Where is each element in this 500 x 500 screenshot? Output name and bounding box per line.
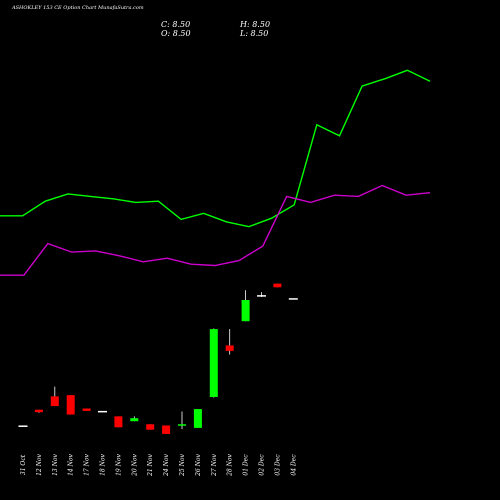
candle-body: [66, 395, 75, 415]
x-tick-label: 20 Nov: [131, 453, 138, 476]
candle-body: [162, 425, 171, 434]
candle: [209, 328, 218, 398]
candle: [130, 416, 139, 422]
x-tick-label: 25 Nov: [179, 453, 186, 476]
candle-body: [34, 409, 43, 413]
candle: [18, 425, 28, 427]
candle: [257, 292, 266, 297]
candle: [98, 410, 107, 413]
candle-body: [209, 329, 218, 397]
candle: [66, 395, 75, 415]
candle: [34, 409, 43, 413]
candle: [82, 408, 91, 411]
x-tick-label: 04 Dec: [290, 454, 297, 476]
x-tick-label: 01 Dec: [243, 454, 250, 476]
x-tick-label: 02 Dec: [259, 454, 266, 476]
x-tick-label: 24 Nov: [163, 453, 170, 476]
candle-body: [50, 396, 59, 407]
ma-fast-line: [0, 69, 431, 228]
candle: [225, 329, 234, 355]
x-tick-label: 26 Nov: [195, 453, 202, 476]
candle-body: [18, 425, 28, 427]
candle: [162, 425, 171, 434]
moving-averages: [0, 69, 431, 276]
candle-body: [98, 410, 107, 413]
candle: [241, 290, 250, 322]
ma-slow-line: [0, 184, 431, 276]
candle-body: [288, 298, 298, 300]
candle-body: [178, 424, 186, 426]
x-tick-label: 13 Nov: [52, 453, 59, 475]
candle: [146, 424, 155, 430]
candle-body: [257, 295, 266, 297]
chart-title: ASHOKLEY 153 CE Option Chart MunafaSutra…: [12, 5, 144, 11]
candle-body: [82, 408, 91, 411]
candle-body: [193, 409, 202, 428]
close-value: C: 8.50: [161, 20, 191, 29]
x-tick-label: 19 Nov: [115, 453, 122, 475]
x-tick-label: 21 Nov: [147, 453, 154, 476]
candle-body: [114, 416, 123, 428]
low-value: L: 8.50: [240, 29, 269, 38]
x-tick-label: 27 Nov: [211, 453, 218, 476]
candles: [18, 283, 298, 434]
candle: [288, 298, 298, 300]
x-tick-label: 03 Dec: [274, 454, 281, 476]
x-tick-label: 17 Nov: [84, 453, 91, 475]
candle-body: [273, 283, 282, 288]
x-tick-label: 28 Nov: [227, 453, 234, 476]
x-tick-label: 18 Nov: [100, 453, 107, 475]
candle-body: [130, 418, 139, 422]
candle-body: [146, 424, 155, 430]
x-tick-label: 31 Oct: [20, 454, 27, 475]
candle: [193, 409, 202, 428]
open-value: O: 8.50: [161, 29, 191, 38]
candle: [114, 416, 123, 428]
candle-body: [241, 300, 250, 322]
x-tick-label: 14 Nov: [68, 453, 75, 475]
x-tick-label: 12 Nov: [36, 453, 43, 475]
candle-body: [225, 345, 234, 351]
candle: [178, 411, 186, 430]
candle: [50, 386, 59, 407]
high-value: H: 8.50: [240, 20, 271, 29]
candle: [273, 283, 282, 288]
x-axis-ticks: 31 Oct 12 Nov 13 Nov 14 Nov 17 Nov 18 Nov 19 N…: [20, 453, 297, 476]
